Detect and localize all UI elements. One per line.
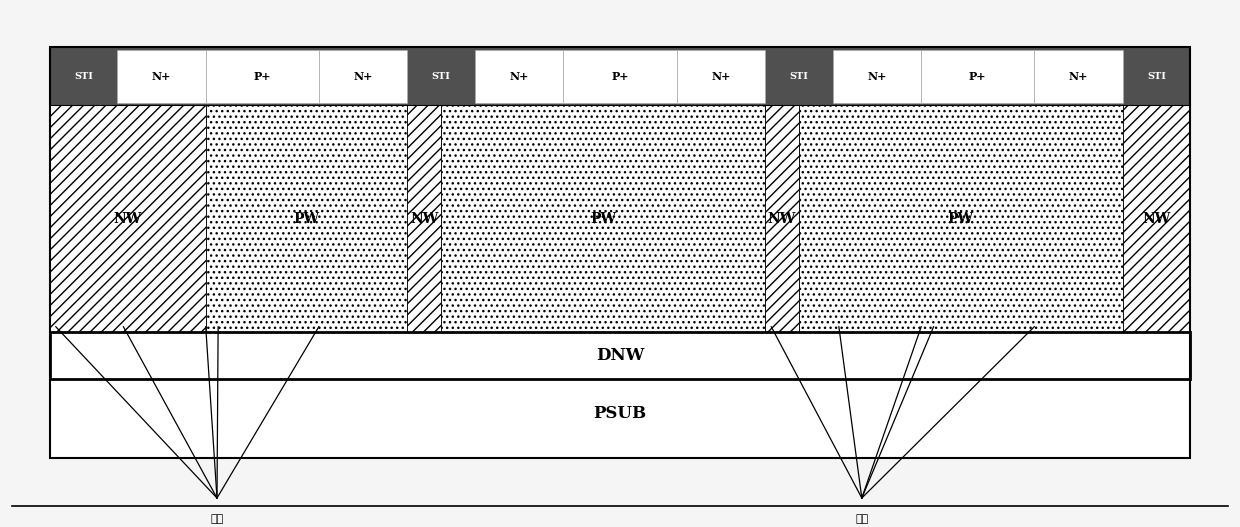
Bar	[833, 50, 921, 103]
Bar	[319, 50, 407, 103]
Text: N+: N+	[353, 71, 373, 82]
Bar	[50, 47, 1190, 105]
Bar	[475, 50, 563, 103]
Text: 浮空: 浮空	[856, 514, 868, 524]
Bar	[118, 50, 206, 103]
Text: PW: PW	[590, 212, 616, 226]
Text: PW: PW	[947, 212, 973, 226]
Text: NW: NW	[1142, 212, 1171, 226]
Bar	[206, 50, 319, 103]
Text: PW: PW	[294, 212, 320, 226]
Text: N+: N+	[711, 71, 730, 82]
Text: N+: N+	[151, 71, 171, 82]
Text: PSUB: PSUB	[594, 405, 646, 422]
Text: NW: NW	[114, 212, 141, 226]
Bar	[50, 332, 1190, 379]
Bar	[407, 105, 441, 332]
Bar	[765, 105, 799, 332]
Bar	[921, 50, 1034, 103]
Text: NW: NW	[410, 212, 439, 226]
Bar	[50, 379, 1190, 458]
Bar	[1034, 50, 1122, 103]
Bar	[50, 47, 1190, 458]
Bar	[677, 50, 765, 103]
Text: N+: N+	[867, 71, 887, 82]
Bar	[206, 105, 407, 332]
Text: 浮空: 浮空	[211, 514, 223, 524]
Bar	[50, 105, 206, 332]
Text: STI: STI	[1147, 72, 1166, 81]
Text: NW: NW	[768, 212, 796, 226]
Text: P+: P+	[253, 71, 272, 82]
Text: N+: N+	[1069, 71, 1089, 82]
Text: DNW: DNW	[595, 347, 645, 364]
Text: STI: STI	[790, 72, 808, 81]
Bar	[441, 105, 765, 332]
Text: STI: STI	[432, 72, 450, 81]
Text: N+: N+	[510, 71, 529, 82]
Bar	[563, 50, 677, 103]
Bar	[799, 105, 1122, 332]
Text: STI: STI	[74, 72, 93, 81]
Text: P+: P+	[611, 71, 629, 82]
Text: P+: P+	[968, 71, 987, 82]
Bar	[1122, 105, 1190, 332]
